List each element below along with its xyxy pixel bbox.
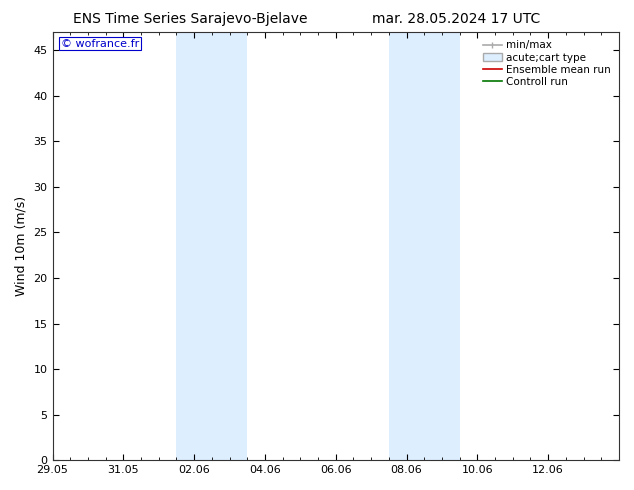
Y-axis label: Wind 10m (m/s): Wind 10m (m/s) xyxy=(15,196,28,296)
Text: ENS Time Series Sarajevo-Bjelave: ENS Time Series Sarajevo-Bjelave xyxy=(73,12,307,26)
Bar xyxy=(176,32,247,460)
Text: mar. 28.05.2024 17 UTC: mar. 28.05.2024 17 UTC xyxy=(372,12,541,26)
Bar xyxy=(389,32,460,460)
Text: © wofrance.fr: © wofrance.fr xyxy=(61,39,139,49)
Legend: min/max, acute;cart type, Ensemble mean run, Controll run: min/max, acute;cart type, Ensemble mean … xyxy=(480,37,614,90)
